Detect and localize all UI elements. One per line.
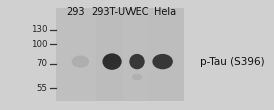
- Bar: [56, 8, 184, 101]
- Ellipse shape: [72, 56, 89, 68]
- Ellipse shape: [129, 54, 145, 69]
- Text: 55: 55: [36, 83, 47, 93]
- Text: 293T-UV: 293T-UV: [91, 7, 132, 17]
- Text: Hela: Hela: [154, 7, 176, 17]
- Text: 70: 70: [36, 59, 47, 68]
- Ellipse shape: [132, 74, 142, 80]
- Text: 100: 100: [31, 39, 47, 49]
- Ellipse shape: [102, 53, 122, 70]
- Bar: [123, 8, 147, 101]
- Bar: [56, 8, 96, 101]
- Ellipse shape: [152, 54, 173, 69]
- Text: VEC: VEC: [130, 7, 149, 17]
- Text: p-Tau (S396): p-Tau (S396): [200, 57, 264, 67]
- Bar: [96, 8, 123, 101]
- Text: 130: 130: [31, 25, 47, 34]
- Bar: [147, 8, 184, 101]
- Text: 293: 293: [66, 7, 85, 17]
